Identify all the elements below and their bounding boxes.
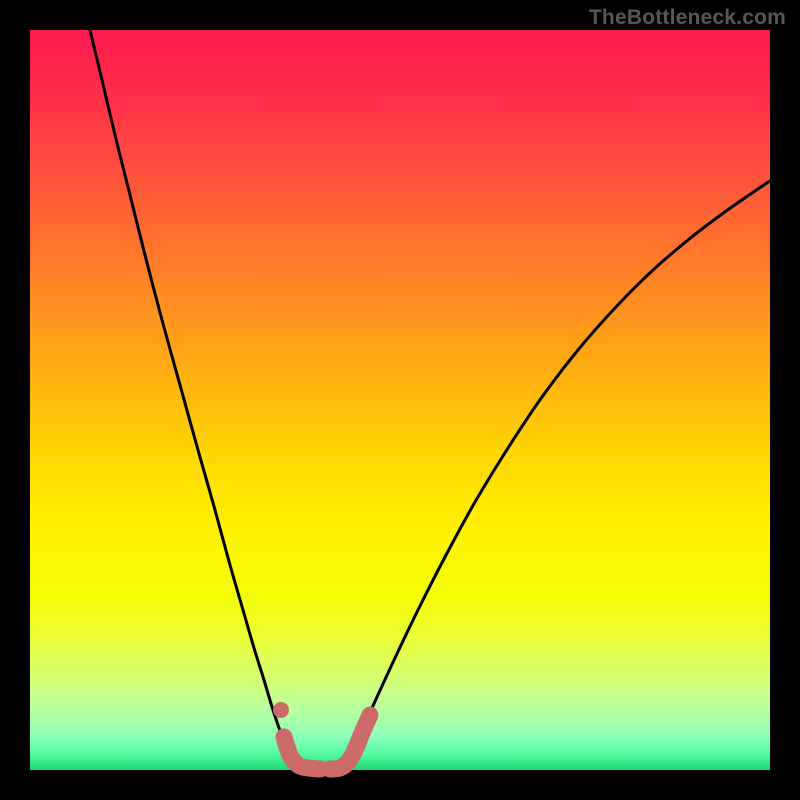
watermark-text: TheBottleneck.com <box>589 6 786 30</box>
chart-container: { "watermark": { "text": "TheBottleneck.… <box>0 0 800 800</box>
bottleneck-curve-chart <box>0 0 800 800</box>
valley-isolated-dot <box>273 702 289 718</box>
chart-background <box>30 30 770 770</box>
